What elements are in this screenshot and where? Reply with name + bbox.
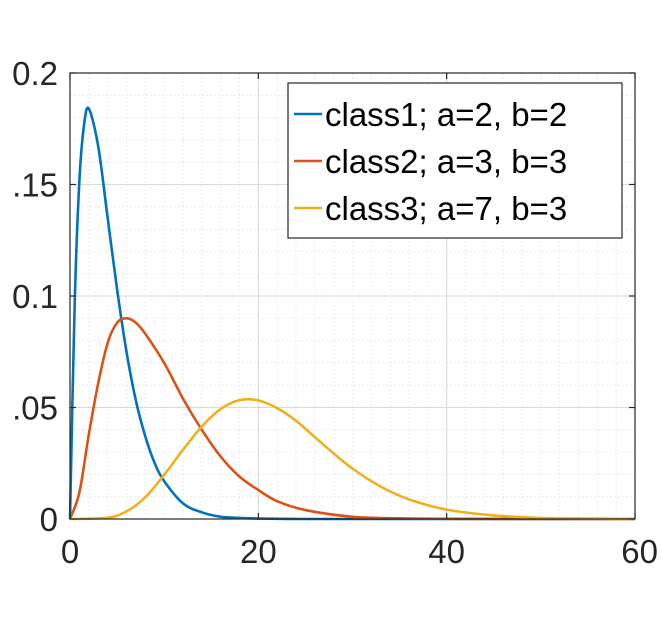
y-tick-label: .05 xyxy=(12,390,58,427)
legend-label-3: class3; a=7, b=3 xyxy=(325,190,567,227)
x-tick-labels: 0 20 40 60 xyxy=(61,533,658,570)
series-line-3 xyxy=(69,397,636,521)
y-tick-label: 0 xyxy=(40,501,58,538)
x-tick-label: 60 xyxy=(621,533,658,570)
legend-label-2: class2; a=3, b=3 xyxy=(325,143,567,180)
legend-items: class1; a=2, b=2 class2; a=3, b=3 class3; … xyxy=(294,96,567,227)
x-tick-label: 40 xyxy=(428,533,465,570)
axis-ticks xyxy=(69,72,636,520)
legend-label-1: class1; a=2, b=2 xyxy=(325,96,567,133)
legend-box xyxy=(287,82,623,239)
series-line-2 xyxy=(68,317,635,521)
y-tick-label: 0.1 xyxy=(12,278,58,315)
y-tick-label: 0.2 xyxy=(12,55,58,92)
x-tick-label: 20 xyxy=(240,533,277,570)
x-tick-label: 0 xyxy=(61,533,79,570)
y-tick-labels: 0 .05 0.1 .15 0.2 xyxy=(12,55,58,538)
legend: class1; a=2, b=2 class2; a=3, b=3 class3; … xyxy=(287,82,623,239)
y-tick-label: .15 xyxy=(12,167,58,204)
